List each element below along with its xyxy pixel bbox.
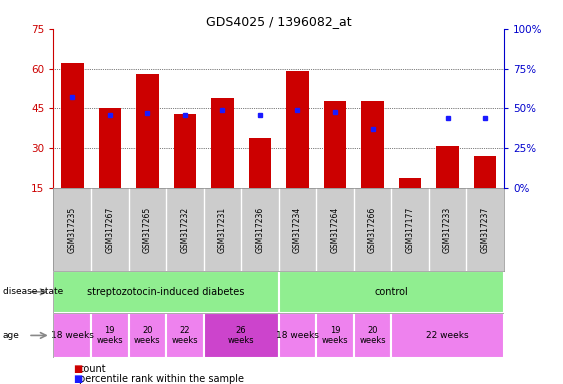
- Text: 20
weeks: 20 weeks: [359, 326, 386, 345]
- Text: GSM317265: GSM317265: [143, 206, 152, 253]
- Bar: [211, 98, 234, 188]
- Bar: [279, 271, 504, 313]
- Bar: [354, 313, 391, 358]
- Text: 18 weeks: 18 weeks: [51, 331, 93, 340]
- Bar: [474, 156, 497, 188]
- Text: GSM317235: GSM317235: [68, 206, 77, 253]
- Text: ■: ■: [73, 364, 82, 374]
- Bar: [286, 71, 309, 188]
- Bar: [53, 313, 91, 358]
- Text: 22 weeks: 22 weeks: [426, 331, 469, 340]
- Text: GSM317266: GSM317266: [368, 206, 377, 253]
- Text: GSM317231: GSM317231: [218, 206, 227, 253]
- Text: GSM317234: GSM317234: [293, 206, 302, 253]
- Text: GSM317233: GSM317233: [443, 206, 452, 253]
- Bar: [399, 177, 421, 188]
- Bar: [128, 313, 166, 358]
- Bar: [361, 101, 384, 188]
- Bar: [279, 313, 316, 358]
- Bar: [61, 63, 83, 188]
- Text: 19
weeks: 19 weeks: [96, 326, 123, 345]
- Text: streptozotocin-induced diabetes: streptozotocin-induced diabetes: [87, 287, 245, 297]
- Text: control: control: [374, 287, 408, 297]
- Bar: [391, 313, 504, 358]
- Text: GSM317264: GSM317264: [330, 206, 339, 253]
- Text: GSM317177: GSM317177: [405, 206, 414, 253]
- Text: 18 weeks: 18 weeks: [276, 331, 319, 340]
- Text: 19
weeks: 19 weeks: [321, 326, 348, 345]
- Text: count: count: [79, 364, 106, 374]
- Text: 26
weeks: 26 weeks: [228, 326, 254, 345]
- Bar: [99, 108, 121, 188]
- Bar: [173, 114, 196, 188]
- Text: 22
weeks: 22 weeks: [172, 326, 198, 345]
- Text: disease state: disease state: [3, 287, 63, 296]
- Text: GSM317232: GSM317232: [180, 206, 189, 253]
- Text: ■: ■: [73, 374, 82, 384]
- Bar: [53, 271, 279, 313]
- Bar: [249, 138, 271, 188]
- Bar: [91, 313, 128, 358]
- Bar: [166, 313, 204, 358]
- Bar: [316, 313, 354, 358]
- Text: age: age: [3, 331, 20, 340]
- Text: GSM317236: GSM317236: [256, 206, 265, 253]
- Text: percentile rank within the sample: percentile rank within the sample: [79, 374, 244, 384]
- Text: GSM317267: GSM317267: [105, 206, 114, 253]
- Text: GSM317237: GSM317237: [481, 206, 490, 253]
- Text: 20
weeks: 20 weeks: [134, 326, 160, 345]
- Bar: [204, 313, 279, 358]
- Bar: [324, 101, 346, 188]
- Title: GDS4025 / 1396082_at: GDS4025 / 1396082_at: [206, 15, 351, 28]
- Bar: [136, 74, 159, 188]
- Bar: [436, 146, 459, 188]
